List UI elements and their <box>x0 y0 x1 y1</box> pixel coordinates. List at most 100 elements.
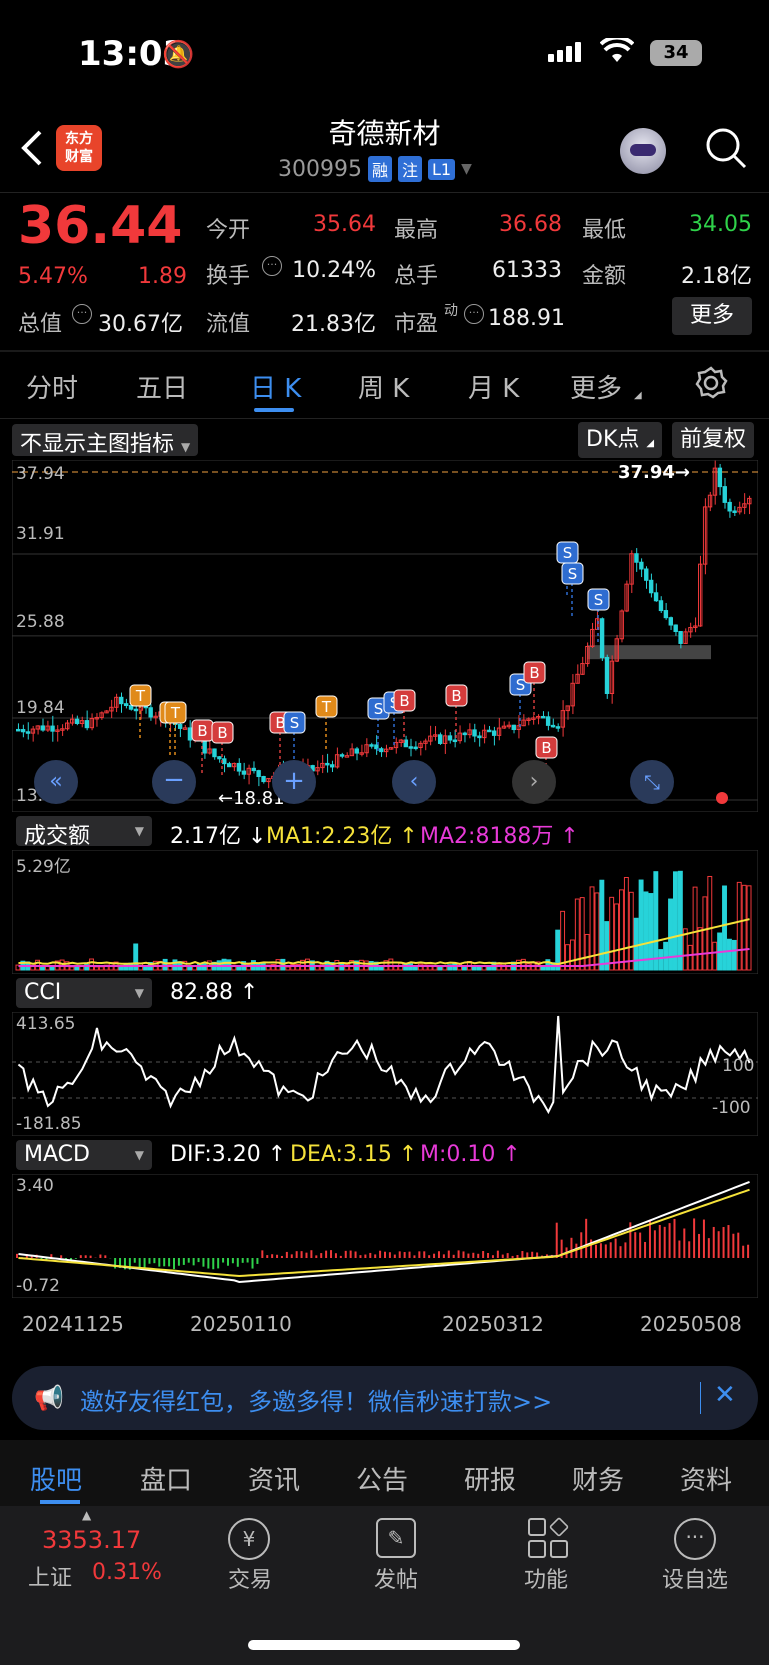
tab-research[interactable]: 研报 <box>464 1466 517 1496</box>
main-indicator-select[interactable]: 不显示主图指标 ▼ <box>12 424 199 457</box>
candle-body <box>511 724 516 731</box>
more-button[interactable]: 更多 <box>672 297 752 335</box>
search-icon[interactable] <box>704 126 748 174</box>
more-dots-icon[interactable]: ··· <box>674 1518 716 1560</box>
next-button[interactable]: › <box>512 760 556 804</box>
index-value[interactable]: 3353.17 <box>42 1526 142 1554</box>
stock-title: 奇德新材 <box>328 117 441 150</box>
tab-more[interactable]: 更多 <box>570 374 623 404</box>
macd-bar <box>482 1251 485 1258</box>
trade-label[interactable]: 交易 <box>227 1568 272 1593</box>
volume-bar <box>638 879 644 971</box>
macd-bar <box>428 1255 431 1258</box>
tab-announce[interactable]: 公告 <box>356 1466 409 1496</box>
signal-icon <box>548 42 581 62</box>
macd-bar <box>452 1254 455 1258</box>
tab-monthly-k[interactable]: 月 K <box>468 374 520 404</box>
post-label[interactable]: 发帖 <box>373 1568 418 1593</box>
macd-indicator-select[interactable]: MACD ▼ <box>16 1140 152 1170</box>
candle-body <box>330 764 335 768</box>
candle-body <box>629 553 634 585</box>
zoom-out-button[interactable]: − <box>152 760 196 804</box>
banner-text: 邀好友得红包，多邀多得！微信秒速打款>> <box>80 1388 553 1416</box>
candle-body <box>99 712 104 718</box>
tab-weekly-k[interactable]: 周 K <box>358 374 410 404</box>
x-date-3: 20250312 <box>442 1312 544 1336</box>
tab-finance[interactable]: 财务 <box>572 1466 625 1496</box>
macd-bar <box>280 1255 283 1258</box>
macd-bar <box>393 1254 396 1258</box>
tab-guba[interactable]: 股吧 <box>30 1466 83 1496</box>
robot-assistant-icon[interactable] <box>620 128 666 174</box>
macd-bar <box>663 1226 666 1258</box>
volume-bar <box>270 964 276 971</box>
candle-body <box>222 758 227 765</box>
tab-profile[interactable]: 资料 <box>680 1466 733 1496</box>
tab-daily-k[interactable]: 日 K <box>250 374 302 404</box>
info-icon[interactable]: ··· <box>72 304 92 324</box>
macd-bar <box>590 1239 593 1258</box>
tab-5day[interactable]: 五日 <box>136 374 189 404</box>
stock-code-row[interactable]: 300995 融 注 L1 ▼ <box>278 156 472 182</box>
kline-chart[interactable]: TTTBBBSTSSBBSBBSSS <box>12 460 758 812</box>
back-icon[interactable] <box>20 128 44 172</box>
trade-icon[interactable]: ¥ <box>228 1518 270 1560</box>
macd-bar <box>45 1258 48 1260</box>
zoom-in-button[interactable]: + <box>272 760 316 804</box>
cci-indicator-select[interactable]: CCI ▼ <box>16 978 152 1008</box>
candle-body <box>678 631 683 644</box>
tab-news[interactable]: 资讯 <box>248 1466 301 1496</box>
macd-bar <box>359 1255 362 1258</box>
candle-body <box>737 506 742 513</box>
grid-icon[interactable] <box>528 1516 570 1558</box>
candle-body <box>182 727 188 730</box>
close-icon[interactable]: ✕ <box>714 1380 736 1410</box>
candle-body <box>565 705 570 712</box>
macd-bar <box>30 1256 33 1258</box>
info-icon[interactable]: ··· <box>262 256 282 276</box>
tab-pankou[interactable]: 盘口 <box>140 1466 193 1496</box>
watch-label[interactable]: 设自选 <box>661 1568 728 1593</box>
volume-bar <box>746 885 752 971</box>
y-tick-4: 19.84 <box>16 698 65 718</box>
candle-body <box>408 746 413 749</box>
info-icon[interactable]: ··· <box>464 304 484 324</box>
post-icon[interactable]: ✎ <box>376 1518 416 1558</box>
candle-body <box>69 718 75 724</box>
macd-bar <box>212 1258 215 1270</box>
candle-body <box>60 728 65 731</box>
macd-bar <box>462 1251 465 1258</box>
candle-body <box>491 730 497 736</box>
cci-level-low: -100 <box>712 1098 751 1118</box>
candle-body <box>653 592 659 602</box>
volume-indicator-select[interactable]: 成交额 ▼ <box>16 816 152 849</box>
adjust-button[interactable]: 前复权 <box>672 422 755 458</box>
fast-back-button[interactable]: « <box>34 760 78 804</box>
candle-body <box>536 715 541 719</box>
macd-bar <box>536 1252 539 1258</box>
volume-bar <box>15 964 21 971</box>
y-tick-3: 25.88 <box>16 612 65 632</box>
promo-banner[interactable]: 📢 邀好友得红包，多邀多得！微信秒速打款>> ✕ <box>12 1366 758 1430</box>
candle-body <box>428 735 433 742</box>
fullscreen-button[interactable]: ⤡ <box>630 760 674 804</box>
tab-intraday[interactable]: 分时 <box>26 374 79 404</box>
volume-bar <box>246 964 252 971</box>
volume-bar <box>574 898 580 971</box>
macd-bar <box>555 1222 558 1258</box>
macd-bar <box>742 1245 745 1258</box>
caret-down-icon: ▼ <box>134 824 144 838</box>
candle-body <box>50 725 55 732</box>
gear-icon[interactable] <box>694 366 728 404</box>
battery-icon: 34 <box>650 40 702 66</box>
candle-body <box>599 618 605 658</box>
func-label[interactable]: 功能 <box>523 1568 568 1593</box>
macd-bar <box>114 1258 117 1269</box>
macd-bar <box>501 1254 504 1258</box>
prev-button[interactable]: ‹ <box>392 760 436 804</box>
megaphone-icon: 📢 <box>34 1384 64 1412</box>
macd-bar <box>177 1258 180 1266</box>
candle-body <box>707 494 713 508</box>
volume-bar <box>589 886 595 971</box>
dk-point-button[interactable]: DK点 ◢ <box>578 422 663 458</box>
